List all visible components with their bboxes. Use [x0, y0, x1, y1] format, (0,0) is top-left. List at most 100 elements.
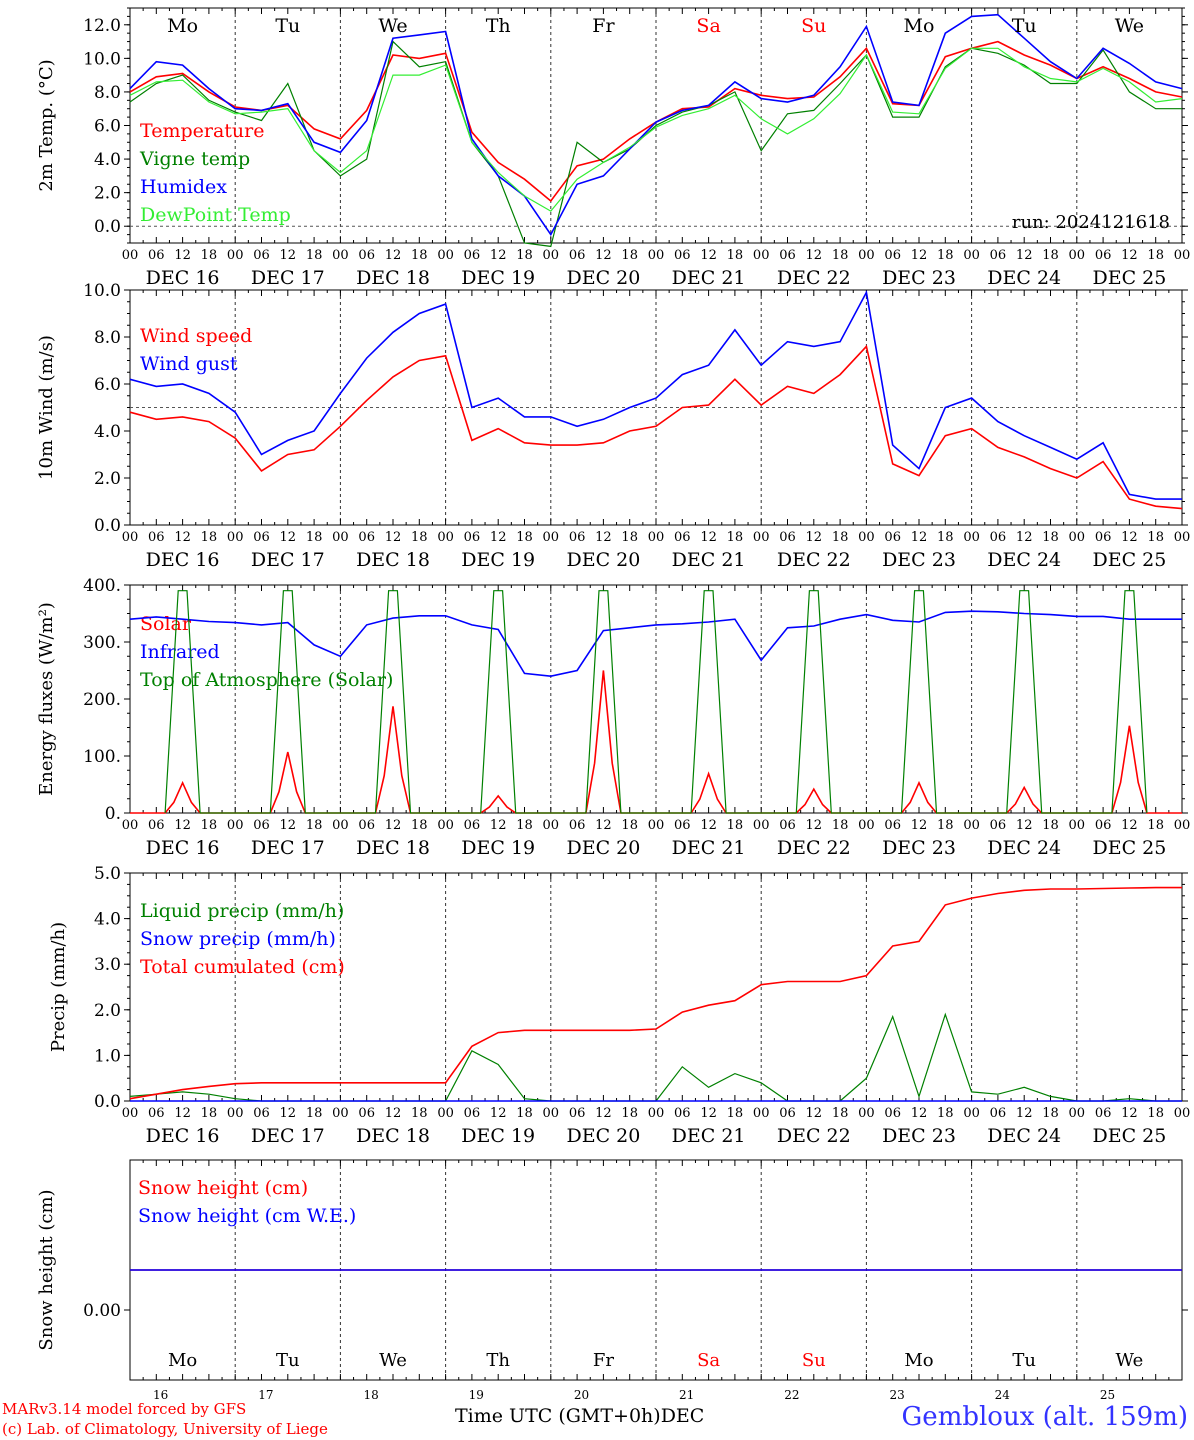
date-label: DEC 20 [566, 267, 640, 289]
day-number-label: 24 [995, 1388, 1011, 1402]
date-label: DEC 23 [882, 1125, 956, 1147]
hour-tick-label: 18 [621, 1106, 638, 1121]
hour-tick-label: 00 [858, 530, 875, 545]
y-axis-label: 10m Wind (m/s) [36, 335, 57, 480]
hour-tick-label: 00 [437, 530, 454, 545]
hour-tick-label: 06 [358, 1106, 375, 1121]
y-tick-label: 2.0 [94, 184, 121, 204]
hour-tick-label: 00 [543, 818, 560, 833]
day-number-label: 21 [679, 1388, 694, 1402]
day-number-label: 20 [574, 1388, 589, 1402]
weekday-label-bottom: Tu [276, 1350, 300, 1371]
hour-tick-label: 18 [411, 1106, 428, 1121]
hour-tick-label: 18 [306, 248, 323, 263]
hour-tick-label: 12 [595, 530, 612, 545]
panel-precip: 0.0 1.0 2.0 3.0 4.0 5.0 Precip (mm/h) Liquid pr… [48, 864, 1190, 1147]
date-label: DEC 18 [356, 549, 430, 571]
hour-tick-label: 06 [1095, 1106, 1112, 1121]
legend-entry: Wind speed [140, 325, 252, 347]
hour-tick-label: 18 [306, 530, 323, 545]
hour-tick-label: 06 [569, 248, 586, 263]
date-label: DEC 18 [356, 1125, 430, 1147]
hour-tick-label: 18 [411, 248, 428, 263]
hour-tick-label: 00 [437, 248, 454, 263]
hour-tick-label: 18 [727, 248, 744, 263]
date-label: DEC 21 [672, 549, 746, 571]
weekday-label: We [378, 15, 407, 37]
date-label: DEC 18 [356, 837, 430, 859]
hour-tick-label: 06 [990, 818, 1007, 833]
hour-tick-label: 00 [543, 1106, 560, 1121]
hour-tick-label: 12 [174, 248, 191, 263]
hour-tick-label: 06 [674, 1106, 691, 1121]
hour-tick-label: 00 [332, 1106, 349, 1121]
panel-wind: 0.0 2.0 4.0 6.0 8.0 10.0 10m Wind (m/s) Wind sp… [36, 281, 1190, 571]
hour-tick-label: 18 [832, 248, 849, 263]
y-tick-label: 10.0 [83, 281, 121, 301]
hour-tick-label: 06 [569, 818, 586, 833]
hour-tick-label: 18 [516, 530, 533, 545]
hour-tick-label: 00 [437, 818, 454, 833]
panel-temperature: 0.0 2.0 4.0 6.0 8.0 10.0 12.0 2m Temp. (°C) Temp… [36, 7, 1190, 289]
series-line-wind-gust [129, 289, 1182, 500]
date-label: DEC 17 [251, 1125, 325, 1147]
hour-tick-label: 06 [990, 530, 1007, 545]
weekday-label: Sa [696, 15, 720, 37]
y-tick-label: 0.0 [94, 217, 121, 237]
y-tick-label: 1.0 [94, 1046, 121, 1066]
month-label: DEC [660, 1405, 705, 1427]
legend-entry: Snow height (cm) [138, 1177, 308, 1199]
hour-tick-label: 00 [122, 818, 139, 833]
legend-entry: Vigne temp [139, 148, 250, 170]
hour-tick-label: 00 [648, 248, 665, 263]
date-label: DEC 16 [146, 549, 220, 571]
y-tick-label: 2.0 [94, 1001, 121, 1021]
hour-tick-label: 18 [1042, 1106, 1059, 1121]
hour-tick-label: 12 [595, 248, 612, 263]
hour-tick-label: 18 [832, 530, 849, 545]
date-label: DEC 24 [987, 1125, 1061, 1147]
y-tick-label: 200. [83, 690, 121, 710]
date-label: DEC 21 [672, 267, 746, 289]
hour-tick-label: 06 [674, 818, 691, 833]
day-number-label: 22 [784, 1388, 799, 1402]
hour-tick-label: 06 [464, 1106, 481, 1121]
y-axis-label: Precip (mm/h) [48, 922, 69, 1052]
hour-tick-label: 12 [911, 248, 928, 263]
hour-tick-label: 18 [937, 248, 954, 263]
hour-tick-label: 00 [963, 248, 980, 263]
hour-tick-label: 06 [148, 1106, 165, 1121]
hour-tick-label: 06 [1095, 248, 1112, 263]
legend-entry: DewPoint Temp [140, 204, 291, 226]
hour-tick-label: 12 [700, 530, 717, 545]
date-label: DEC 20 [566, 1125, 640, 1147]
hour-tick-label: 12 [490, 818, 507, 833]
hour-tick-label: 18 [621, 530, 638, 545]
y-tick-label: 0. [105, 804, 121, 824]
series-line-total-cumulated-cm [129, 886, 1182, 1100]
hour-tick-label: 12 [385, 530, 402, 545]
hour-tick-label: 18 [727, 1106, 744, 1121]
hour-tick-label: 06 [779, 530, 796, 545]
hour-tick-label: 12 [700, 818, 717, 833]
date-label: DEC 23 [882, 267, 956, 289]
date-label: DEC 16 [146, 837, 220, 859]
hour-tick-label: 00 [753, 1106, 770, 1121]
date-label: DEC 23 [882, 837, 956, 859]
legend-entry: Wind gust [140, 353, 238, 375]
date-label: DEC 17 [251, 549, 325, 571]
legend-entry: Snow precip (mm/h) [140, 928, 336, 950]
hour-tick-label: 12 [1121, 818, 1138, 833]
hour-tick-label: 18 [727, 818, 744, 833]
legend-entry: Humidex [140, 176, 227, 198]
hour-tick-label: 00 [648, 818, 665, 833]
hour-tick-label: 00 [753, 818, 770, 833]
date-label: DEC 25 [1092, 837, 1166, 859]
hour-tick-label: 06 [1095, 818, 1112, 833]
hour-tick-label: 12 [385, 818, 402, 833]
hour-tick-label: 00 [1174, 1106, 1191, 1121]
y-tick-label: 8.0 [94, 83, 121, 103]
y-tick-label: 300. [83, 633, 121, 653]
hour-tick-label: 00 [332, 248, 349, 263]
series-line-infrared [129, 610, 1182, 678]
